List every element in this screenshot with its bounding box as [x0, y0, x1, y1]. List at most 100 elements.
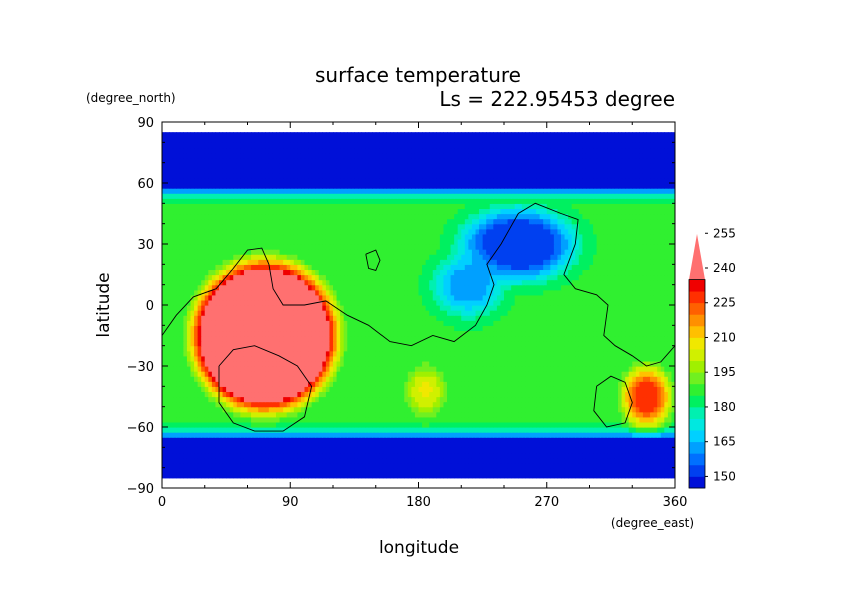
heatmap-cell — [550, 350, 555, 357]
heatmap-cell — [222, 406, 227, 413]
heatmap-cell — [272, 442, 277, 448]
heatmap-cell — [197, 350, 202, 357]
heatmap-cell — [496, 396, 502, 403]
heatmap-cell — [443, 386, 448, 393]
heatmap-cell — [414, 366, 420, 372]
heatmap-cell — [621, 406, 626, 413]
heatmap-cell — [418, 360, 423, 367]
heatmap-cell — [322, 299, 327, 306]
heatmap-cell — [386, 310, 391, 316]
heatmap-cell — [204, 360, 209, 367]
heatmap-cell — [276, 320, 281, 326]
heatmap-cell — [186, 442, 192, 448]
heatmap-cell — [404, 335, 409, 342]
heatmap-cell — [628, 350, 633, 357]
heatmap-cell — [618, 315, 623, 321]
heatmap-cell — [653, 366, 658, 372]
heatmap-cell — [165, 447, 170, 454]
heatmap-cell — [539, 371, 544, 377]
heatmap-cell — [450, 386, 455, 393]
heatmap-cell — [276, 447, 281, 454]
heatmap-cell — [593, 411, 598, 418]
heatmap-cell — [582, 391, 587, 398]
heatmap-cell — [194, 396, 199, 403]
heatmap-cell — [201, 401, 206, 408]
heatmap-cell — [475, 462, 480, 469]
heatmap-cell — [261, 391, 266, 398]
heatmap-cell — [429, 396, 434, 403]
heatmap-cell — [283, 330, 288, 337]
heatmap-cell — [667, 386, 673, 393]
heatmap-cell — [165, 432, 170, 438]
heatmap-cell — [553, 325, 559, 332]
heatmap-cell — [382, 350, 388, 357]
heatmap-cell — [172, 330, 177, 337]
heatmap-cell — [379, 447, 384, 454]
heatmap-cell — [653, 340, 658, 347]
heatmap-cell — [304, 335, 309, 342]
heatmap-cell — [211, 406, 217, 413]
heatmap-cell — [162, 335, 167, 342]
heatmap-cell — [489, 366, 494, 372]
heatmap-cell — [397, 432, 402, 438]
heatmap-cell — [400, 472, 405, 479]
heatmap-cell — [646, 325, 651, 332]
heatmap-cell — [582, 355, 587, 362]
heatmap-cell — [365, 350, 370, 357]
heatmap-cell — [418, 355, 423, 362]
heatmap-cell — [539, 437, 544, 443]
heatmap-cell — [496, 391, 502, 398]
heatmap-cell — [201, 416, 206, 423]
heatmap-cell — [568, 355, 573, 362]
heatmap-cell — [628, 472, 633, 479]
heatmap-cell — [539, 452, 544, 459]
heatmap-cell — [589, 340, 594, 347]
heatmap-cell — [190, 355, 195, 362]
heatmap-cell — [343, 391, 348, 398]
heatmap-cell — [204, 411, 209, 418]
heatmap-cell — [272, 310, 277, 316]
heatmap-cell — [418, 442, 423, 448]
heatmap-cell — [322, 396, 327, 403]
heatmap-cell — [578, 457, 583, 464]
heatmap-cell — [233, 391, 238, 398]
heatmap-cell — [443, 310, 448, 316]
heatmap-cell — [340, 401, 345, 408]
heatmap-cell — [653, 371, 658, 377]
heatmap-cell — [571, 421, 576, 428]
heatmap-cell — [318, 447, 323, 454]
heatmap-cell — [521, 371, 526, 377]
heatmap-cell — [361, 340, 366, 347]
heatmap-cell — [614, 432, 619, 438]
heatmap-cell — [397, 355, 402, 362]
heatmap-cell — [660, 335, 665, 342]
heatmap-cell — [471, 366, 477, 372]
heatmap-cell — [325, 401, 331, 408]
heatmap-cell — [550, 472, 555, 479]
heatmap-cell — [357, 411, 363, 418]
heatmap-cell — [532, 325, 537, 332]
heatmap-cell — [375, 421, 380, 428]
heatmap-cell — [162, 325, 167, 332]
heatmap-cell — [169, 386, 174, 393]
heatmap-cell — [179, 320, 184, 326]
heatmap-cell — [518, 350, 523, 357]
heatmap-cell — [204, 442, 209, 448]
heatmap-cell — [589, 315, 594, 321]
heatmap-cell — [233, 427, 238, 433]
heatmap-cell — [618, 401, 623, 408]
heatmap-cell — [657, 452, 662, 459]
heatmap-cell — [236, 462, 241, 469]
heatmap-cell — [204, 447, 209, 454]
heatmap-cell — [507, 330, 512, 337]
heatmap-cell — [650, 315, 655, 321]
heatmap-cell — [468, 345, 473, 352]
heatmap-cell — [240, 366, 245, 372]
heatmap-cell — [226, 401, 231, 408]
heatmap-cell — [169, 452, 174, 459]
heatmap-cell — [365, 416, 370, 423]
heatmap-cell — [226, 360, 231, 367]
heatmap-cell — [618, 371, 623, 377]
heatmap-cell — [208, 320, 213, 326]
heatmap-cell — [553, 315, 559, 321]
